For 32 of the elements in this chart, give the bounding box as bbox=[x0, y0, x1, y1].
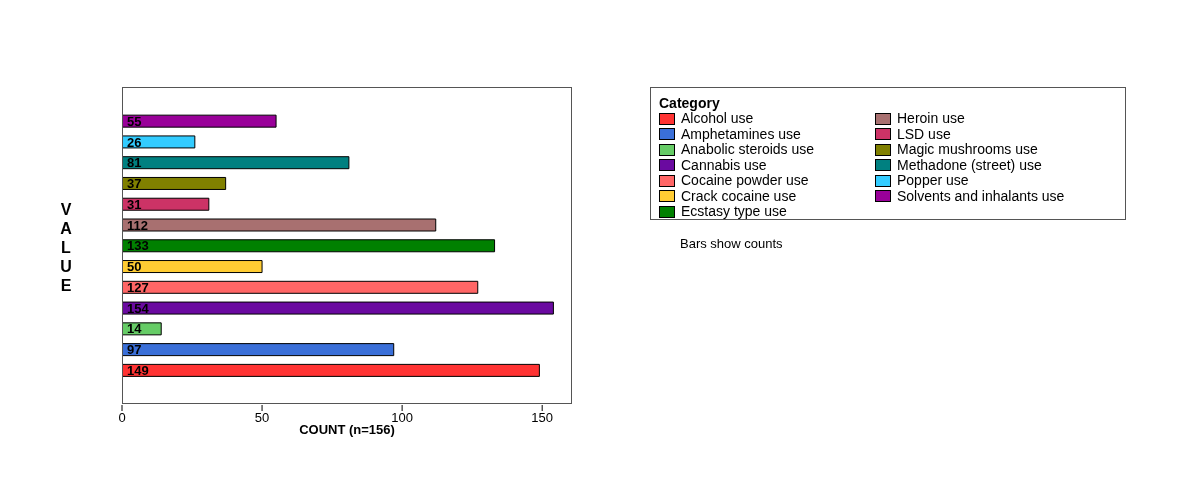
data-label: 14 bbox=[127, 321, 143, 337]
x-tick-label: 50 bbox=[254, 410, 270, 426]
data-label: 26 bbox=[127, 134, 142, 150]
data-label: 97 bbox=[127, 342, 142, 358]
text: Bars show counts bbox=[680, 236, 783, 251]
data-label: 127 bbox=[127, 279, 149, 295]
data-label: 81 bbox=[127, 155, 142, 171]
legend-label: Crack cocaine use bbox=[681, 187, 797, 204]
legend-label: Cocaine powder use bbox=[681, 172, 809, 189]
legend-label: Amphetamines use bbox=[681, 125, 801, 142]
legend-label: LSD use bbox=[897, 125, 951, 142]
legend-label: Popper use bbox=[897, 172, 969, 189]
legend-label: Anabolic steroids use bbox=[681, 141, 815, 158]
legend-label: Methadone (street) use bbox=[897, 156, 1042, 173]
legend-label: Magic mushrooms use bbox=[897, 141, 1038, 158]
data-label: 112 bbox=[127, 217, 148, 233]
data-label: 50 bbox=[127, 259, 142, 275]
legend-label: Solvents and inhalants use bbox=[897, 187, 1065, 204]
data-label: 154 bbox=[127, 300, 150, 316]
x-tick-label: 150 bbox=[531, 410, 554, 426]
legend-label: Alcohol use bbox=[681, 110, 754, 127]
data-label: 55 bbox=[127, 113, 142, 129]
legend-label: Ecstasy type use bbox=[681, 203, 787, 220]
legend-label: Heroin use bbox=[897, 110, 965, 127]
y-axis-title: VALUE bbox=[59, 200, 73, 295]
legend-title: Category bbox=[659, 95, 721, 111]
x-tick-label: 0 bbox=[118, 410, 126, 426]
data-label: 37 bbox=[127, 176, 142, 192]
data-label: 133 bbox=[127, 238, 149, 254]
data-label: 149 bbox=[127, 363, 149, 378]
data-label: 31 bbox=[127, 196, 142, 212]
legend-label: Cannabis use bbox=[681, 156, 767, 173]
